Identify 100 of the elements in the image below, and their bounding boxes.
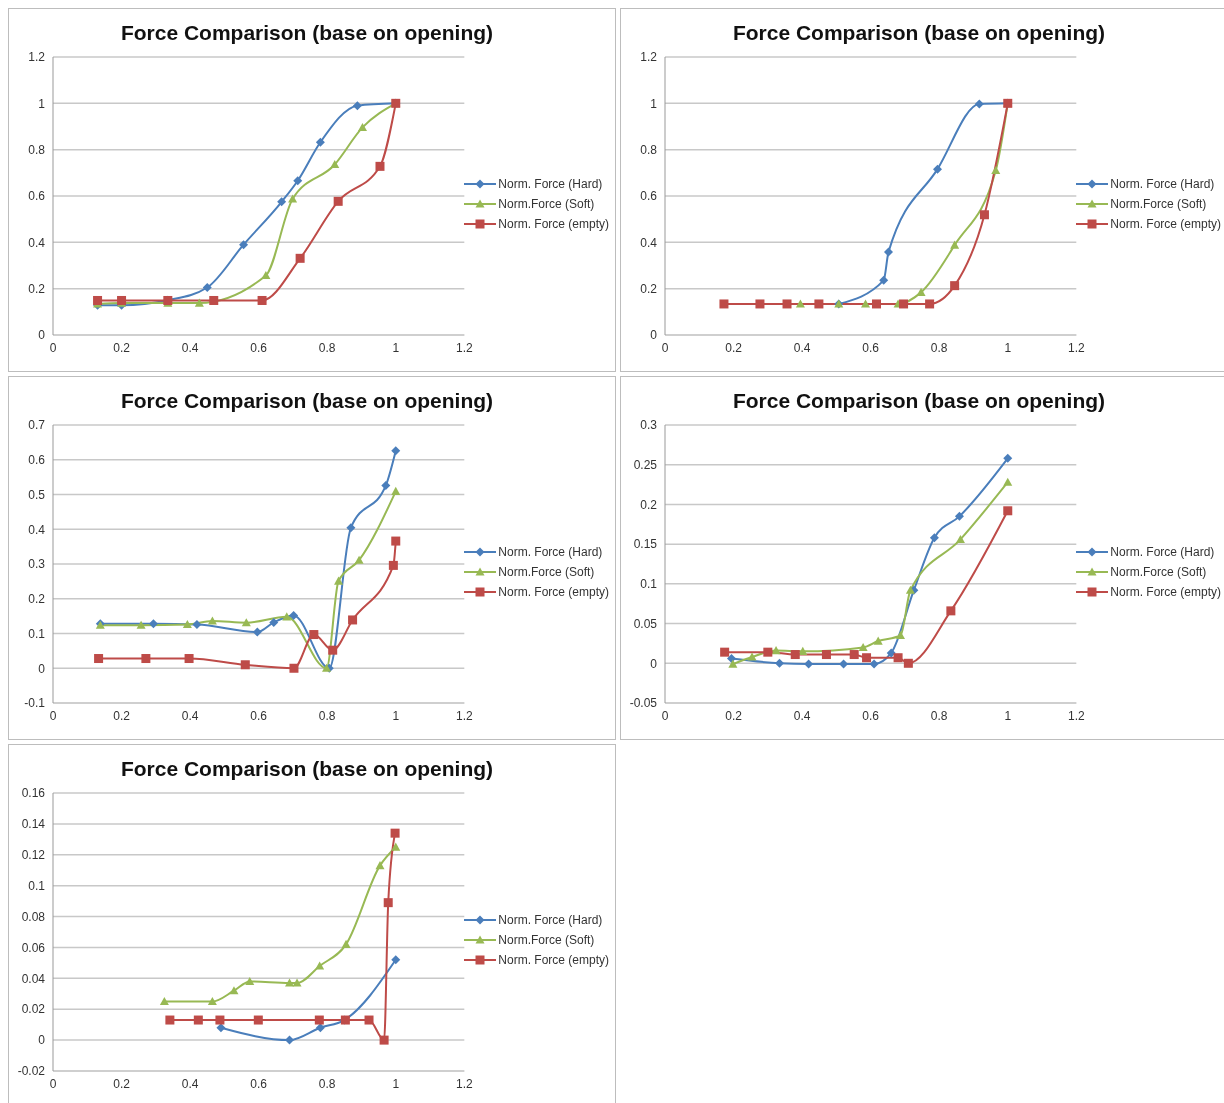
point bbox=[209, 295, 219, 305]
point bbox=[141, 654, 151, 664]
point bbox=[341, 939, 351, 948]
y-tick-label: -0.02 bbox=[17, 1064, 46, 1079]
point bbox=[285, 1035, 294, 1045]
point bbox=[252, 627, 262, 637]
chart-title: Force Comparison (base on opening) bbox=[119, 388, 495, 413]
point bbox=[871, 299, 881, 309]
y-tick-label: 0.1 bbox=[28, 626, 46, 641]
y-tick-label: 0.25 bbox=[633, 457, 658, 472]
point bbox=[879, 275, 889, 285]
point bbox=[383, 898, 393, 908]
y-tick-label: 0.6 bbox=[640, 189, 658, 204]
y-tick-label: 1 bbox=[650, 96, 658, 111]
point bbox=[895, 630, 905, 640]
point bbox=[257, 295, 267, 305]
point bbox=[719, 299, 729, 309]
x-tick-label: 0.4 bbox=[181, 340, 199, 355]
point bbox=[929, 533, 939, 543]
point bbox=[391, 486, 401, 495]
x-tick-label: 1.2 bbox=[455, 340, 473, 355]
x-tick-label: 1.2 bbox=[1067, 340, 1085, 355]
y-tick-label: 1.2 bbox=[28, 50, 46, 65]
point bbox=[873, 636, 883, 645]
point bbox=[795, 299, 805, 308]
point bbox=[821, 650, 831, 660]
point bbox=[925, 299, 935, 309]
point bbox=[381, 480, 391, 490]
legend-label: Norm. Force (empty) bbox=[498, 585, 609, 599]
x-tick-label: 0.4 bbox=[181, 708, 199, 723]
point bbox=[916, 287, 926, 296]
y-tick-label: 0.14 bbox=[21, 817, 46, 832]
legend-label: Norm.Force (Soft) bbox=[498, 197, 595, 211]
y-tick-label: 0.8 bbox=[28, 142, 46, 157]
y-tick-label: 0.02 bbox=[21, 1002, 46, 1017]
y-tick-label: 0 bbox=[38, 1033, 46, 1048]
point bbox=[375, 161, 385, 171]
point bbox=[391, 446, 401, 456]
point bbox=[991, 166, 1001, 175]
legend-label: Norm.Force (Soft) bbox=[1110, 565, 1207, 579]
point bbox=[346, 523, 356, 533]
point bbox=[285, 978, 294, 987]
y-tick-label: 0.2 bbox=[640, 497, 658, 512]
x-tick-label: 0.6 bbox=[250, 1076, 268, 1091]
y-tick-label: -0.05 bbox=[629, 696, 658, 711]
legend-label: Norm. Force (empty) bbox=[498, 217, 609, 231]
point bbox=[334, 576, 344, 585]
x-tick-label: 0.8 bbox=[930, 708, 948, 723]
point bbox=[245, 976, 255, 986]
y-tick-label: 0.6 bbox=[28, 189, 46, 204]
x-tick-label: 1 bbox=[1004, 340, 1012, 355]
legend-label: Norm. Force (empty) bbox=[498, 953, 609, 967]
point bbox=[905, 585, 915, 594]
point bbox=[93, 295, 103, 305]
y-tick-label: 0.06 bbox=[21, 940, 46, 955]
point bbox=[315, 961, 325, 970]
x-tick-label: 0.6 bbox=[862, 708, 880, 723]
point bbox=[358, 122, 368, 132]
point bbox=[862, 653, 872, 663]
x-tick-label: 0.6 bbox=[250, 708, 268, 723]
y-tick-label: 0.4 bbox=[640, 235, 658, 250]
point bbox=[747, 652, 757, 661]
point bbox=[388, 560, 398, 570]
point bbox=[763, 647, 773, 657]
point bbox=[194, 298, 204, 307]
legend-label: Norm. Force (Hard) bbox=[498, 545, 603, 559]
point bbox=[790, 650, 800, 660]
point bbox=[364, 1015, 374, 1025]
legend-label: Norm. Force (Hard) bbox=[498, 913, 603, 927]
point bbox=[755, 299, 765, 309]
point bbox=[184, 654, 194, 664]
y-tick-label: 0.3 bbox=[640, 418, 658, 433]
x-tick-label: 0.8 bbox=[318, 708, 336, 723]
x-tick-label: 1.2 bbox=[455, 708, 473, 723]
y-tick-label: 0.04 bbox=[21, 971, 46, 986]
point bbox=[314, 1015, 324, 1025]
y-tick-label: 0.1 bbox=[28, 878, 46, 893]
point bbox=[202, 283, 212, 293]
y-tick-label: 0.12 bbox=[21, 848, 46, 863]
x-tick-label: 0.2 bbox=[725, 340, 743, 355]
point bbox=[289, 663, 299, 673]
point bbox=[391, 955, 401, 965]
point bbox=[269, 617, 279, 627]
x-tick-label: 0.4 bbox=[793, 708, 811, 723]
point bbox=[215, 1015, 225, 1025]
point bbox=[309, 630, 319, 640]
y-tick-label: 0.4 bbox=[28, 522, 46, 537]
point bbox=[352, 101, 362, 111]
point bbox=[182, 619, 192, 629]
y-tick-label: 0.5 bbox=[28, 487, 46, 502]
y-tick-label: 0.05 bbox=[633, 616, 658, 631]
x-tick-label: 1.2 bbox=[1067, 708, 1085, 723]
point bbox=[216, 1023, 226, 1033]
chart-title: Force Comparison (base on opening) bbox=[731, 388, 1107, 413]
point bbox=[348, 615, 358, 625]
point bbox=[165, 1015, 175, 1025]
legend-label: Norm.Force (Soft) bbox=[1110, 197, 1207, 211]
y-tick-label: 0.2 bbox=[28, 592, 46, 607]
point bbox=[782, 299, 792, 309]
x-tick-label: 0.6 bbox=[862, 340, 880, 355]
